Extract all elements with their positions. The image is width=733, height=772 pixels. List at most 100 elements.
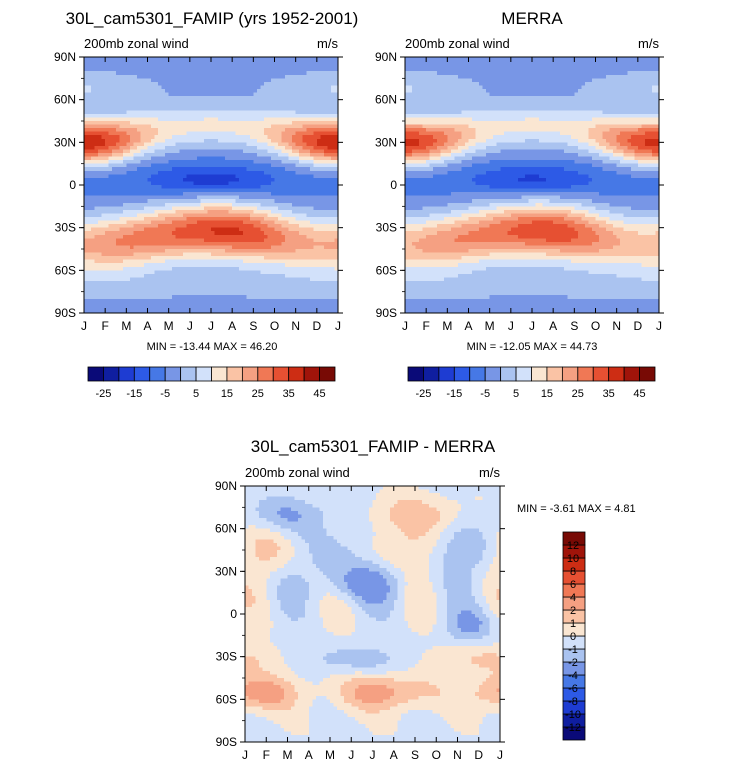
contour-cell	[183, 178, 187, 182]
contour-cell	[215, 213, 219, 217]
contour-cell	[239, 302, 243, 306]
contour-cell	[126, 253, 130, 257]
contour-cell	[95, 263, 99, 267]
contour-cell	[169, 132, 173, 136]
contour-cell	[271, 196, 275, 200]
contour-cell	[186, 185, 190, 189]
contour-cell	[109, 71, 113, 75]
contour-cell	[264, 164, 268, 168]
contour-cell	[222, 302, 226, 306]
contour-cell	[285, 78, 289, 82]
contour-cell	[260, 245, 264, 249]
contour-cell	[91, 210, 95, 214]
contour-cell	[289, 192, 293, 196]
contour-cell	[193, 93, 197, 97]
contour-cell	[91, 288, 95, 292]
contour-cell	[239, 231, 243, 235]
contour-cell	[144, 103, 148, 107]
contour-cell	[324, 82, 328, 86]
contour-cell	[225, 206, 229, 210]
contour-cell	[151, 96, 155, 100]
contour-cell	[246, 270, 250, 274]
contour-cell	[123, 224, 127, 228]
contour-cell	[264, 89, 268, 93]
contour-cell	[172, 288, 176, 292]
contour-cell	[98, 306, 102, 310]
contour-cell	[119, 242, 123, 246]
contour-cell	[155, 146, 159, 150]
contour-cell	[84, 277, 88, 281]
contour-cell	[225, 71, 229, 75]
contour-cell	[222, 253, 226, 257]
contour-cell	[278, 178, 282, 182]
contour-cell	[271, 139, 275, 143]
contour-cell	[190, 85, 194, 89]
contour-cell	[98, 281, 102, 285]
contour-cell	[148, 263, 152, 267]
contour-cell	[317, 224, 321, 228]
contour-cell	[313, 281, 317, 285]
contour-cell	[144, 281, 148, 285]
contour-cell	[282, 203, 286, 207]
contour-cell	[211, 132, 215, 136]
contour-cell	[137, 224, 141, 228]
contour-cell	[183, 181, 187, 185]
contour-cell	[324, 68, 328, 72]
contour-cell	[222, 110, 226, 114]
contour-cell	[105, 245, 109, 249]
contour-cell	[162, 181, 166, 185]
contour-cell	[158, 285, 162, 289]
contour-cell	[176, 149, 180, 153]
contour-cell	[253, 185, 257, 189]
contour-cell	[137, 68, 141, 72]
contour-cell	[172, 61, 176, 65]
contour-cell	[126, 210, 130, 214]
contour-cell	[91, 181, 95, 185]
contour-cell	[133, 160, 137, 164]
contour-cell	[285, 153, 289, 157]
contour-cell	[310, 128, 314, 132]
contour-cell	[165, 199, 169, 203]
contour-cell	[91, 206, 95, 210]
contour-cell	[148, 238, 152, 242]
contour-cell	[313, 245, 317, 249]
contour-cell	[324, 277, 328, 281]
contour-cell	[215, 71, 219, 75]
contour-cell	[204, 242, 208, 246]
contour-cell	[275, 100, 279, 104]
contour-cell	[215, 249, 219, 253]
contour-cell	[207, 263, 211, 267]
contour-cell	[243, 217, 247, 221]
contour-cell	[222, 249, 226, 253]
contour-cell	[193, 100, 197, 104]
contour-cell	[84, 213, 88, 217]
contour-cell	[193, 299, 197, 303]
contour-cell	[275, 256, 279, 260]
contour-cell	[190, 192, 194, 196]
contour-cell	[207, 235, 211, 239]
contour-cell	[250, 189, 254, 193]
contour-cell	[306, 288, 310, 292]
contour-cell	[109, 192, 113, 196]
contour-cell	[91, 167, 95, 171]
contour-cell	[299, 199, 303, 203]
contour-cell	[225, 68, 229, 72]
contour-cell	[271, 174, 275, 178]
contour-cell	[324, 245, 328, 249]
contour-cell	[218, 288, 222, 292]
contour-cell	[137, 210, 141, 214]
contour-cell	[144, 189, 148, 193]
contour-cell	[271, 295, 275, 299]
contour-cell	[88, 306, 92, 310]
contour-cell	[296, 277, 300, 281]
contour-cell	[109, 302, 113, 306]
contour-cell	[296, 164, 300, 168]
contour-cell	[296, 167, 300, 171]
contour-cell	[151, 224, 155, 228]
contour-cell	[183, 221, 187, 225]
contour-cell	[207, 96, 211, 100]
contour-cell	[105, 196, 109, 200]
contour-cell	[148, 171, 152, 175]
contour-cell	[105, 228, 109, 232]
contour-cell	[218, 149, 222, 153]
